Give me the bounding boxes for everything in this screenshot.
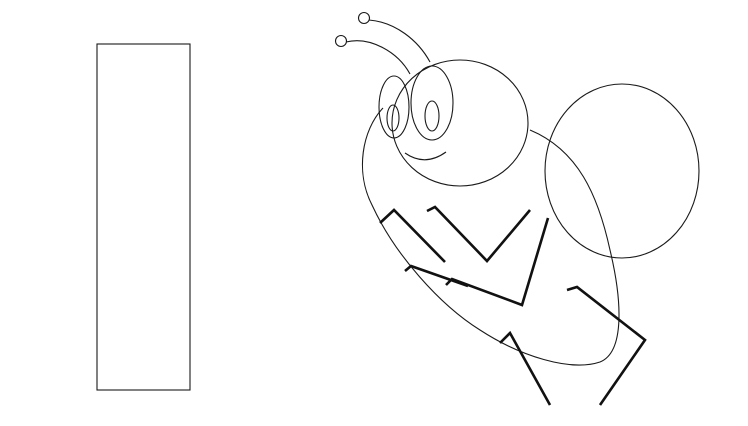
fly-mouth <box>404 151 447 161</box>
fly-arm-upper-forearm <box>426 205 531 263</box>
fly-head <box>391 59 529 187</box>
fly-arm-lower-forearm <box>445 217 550 307</box>
fly-antenna-right <box>368 19 431 63</box>
empty-rectangle <box>96 43 191 391</box>
fly-body <box>361 107 620 366</box>
fly-eye-left <box>378 75 410 139</box>
fly-eye-right <box>410 65 454 141</box>
fly-arm-upper <box>379 208 446 263</box>
fly-pupil-left <box>386 104 400 132</box>
fly-antenna-left <box>345 40 411 75</box>
fly-antenna-left-tip <box>334 34 348 48</box>
fly-wing <box>544 83 700 259</box>
fly-pupil-right <box>424 100 440 132</box>
fly-arm-lower <box>404 264 469 288</box>
fly-antenna-right-tip <box>357 11 371 25</box>
fly-leg-left <box>499 330 552 406</box>
cartoon-fly <box>334 11 700 406</box>
fly-leg-right <box>566 285 647 406</box>
